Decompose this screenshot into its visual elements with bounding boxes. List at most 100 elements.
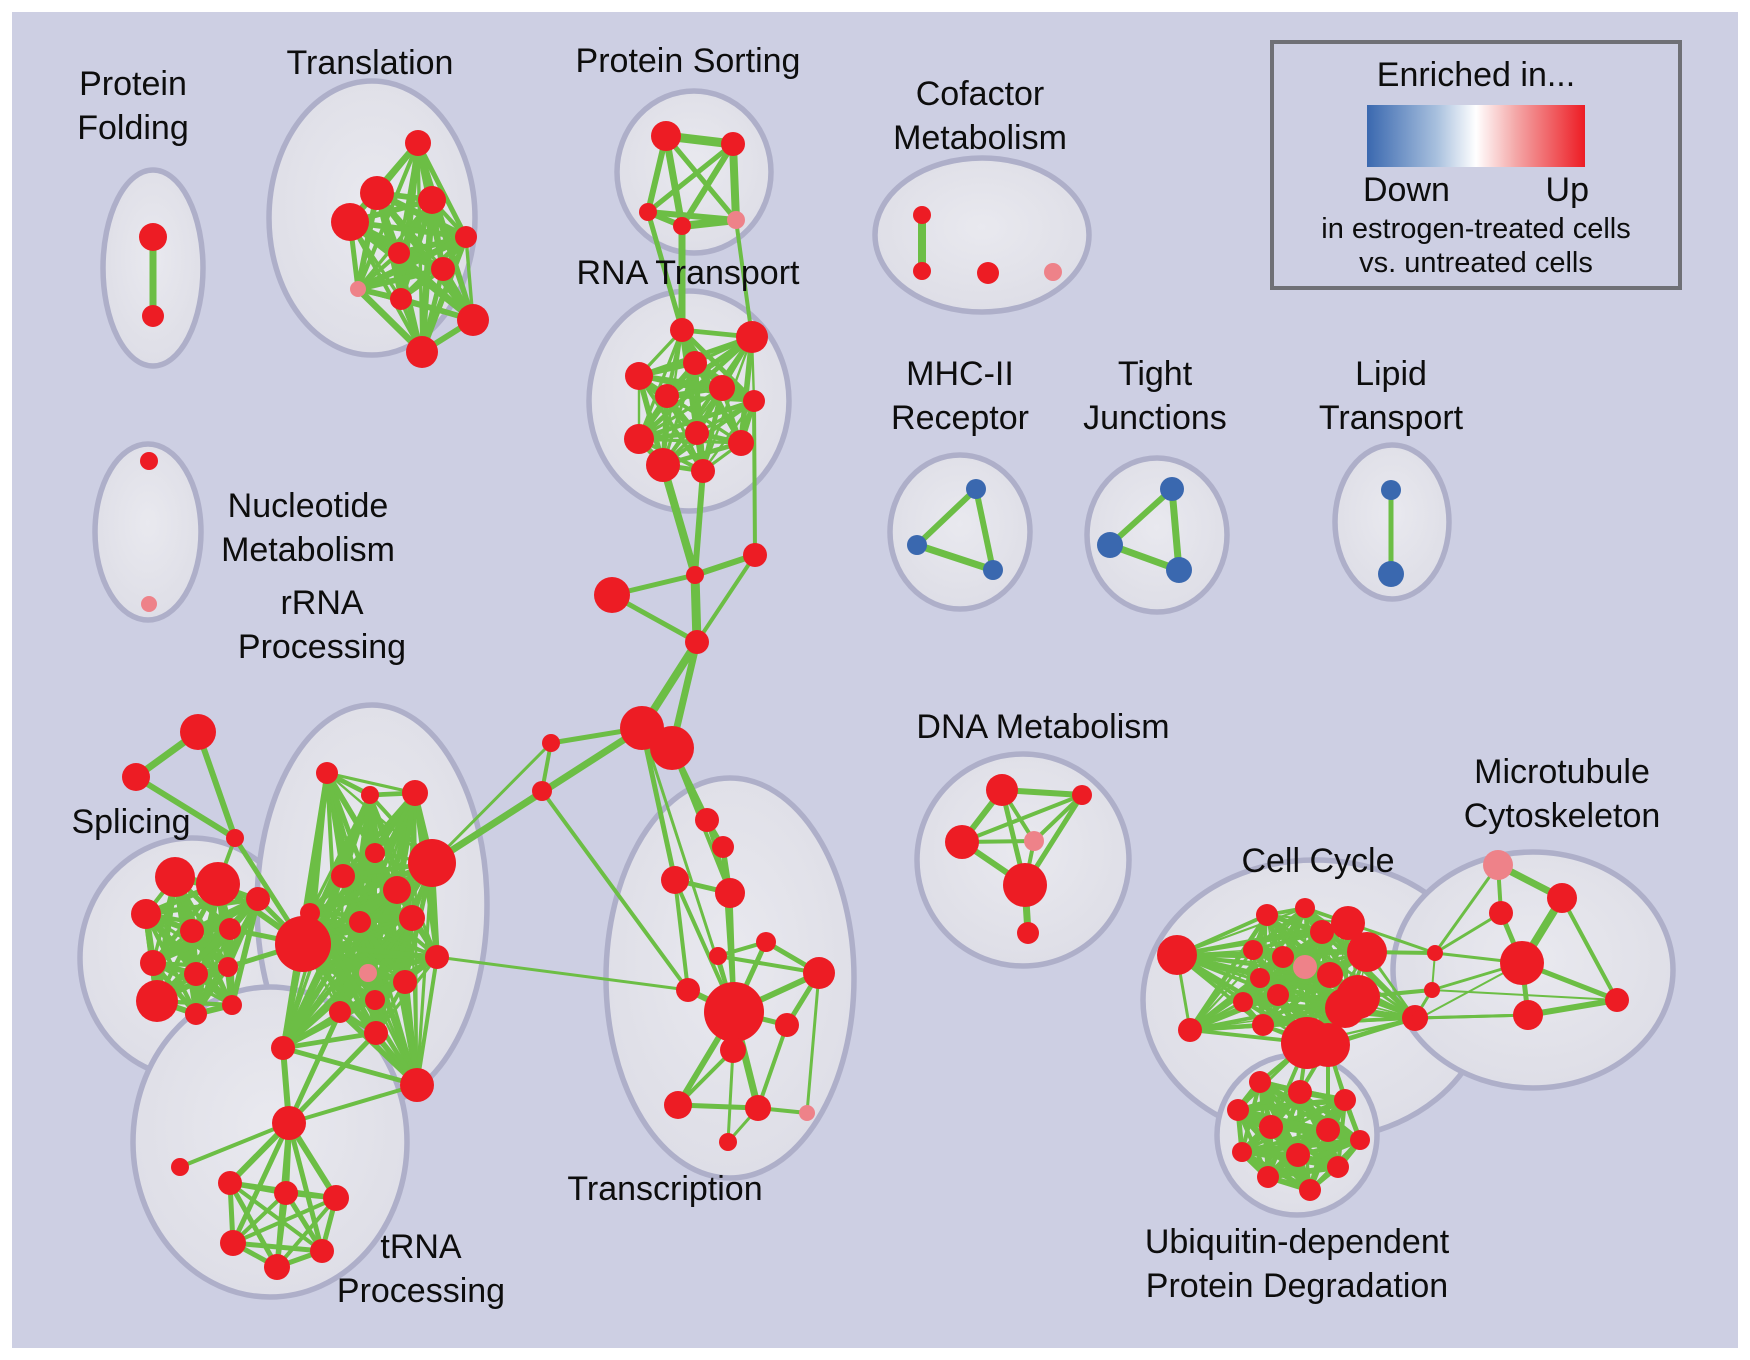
mhc-ii-receptor-node — [966, 479, 986, 499]
microtubule-cytoskeleton-edge — [1433, 863, 1500, 955]
trna-processing-label: tRNA Processing — [337, 1228, 505, 1310]
rrna-processing-node — [383, 876, 411, 904]
cell-cycle-node — [1157, 935, 1197, 975]
microtubule-cytoskeleton-label: Microtubule Cytoskeleton — [1464, 753, 1661, 835]
cell-cycle-node — [1295, 898, 1315, 918]
translation-edge — [347, 219, 425, 355]
tight-junctions-ellipse — [1084, 455, 1230, 615]
dna-metabolism-node — [945, 825, 979, 859]
rrna-processing-node — [425, 945, 449, 969]
ubiquitin-degradation-node — [1227, 1099, 1249, 1121]
nucleotide-metabolism-node — [141, 596, 157, 612]
trna-processing-edge — [286, 1120, 325, 1254]
splicing-node — [136, 980, 178, 1022]
microtubule-cytoskeleton-node — [1412, 1010, 1428, 1026]
rna-transport-node — [655, 384, 679, 408]
rrna-processing-edge — [280, 919, 363, 1051]
inter-cluster-edge — [692, 468, 706, 578]
cell-cycle-node — [1325, 988, 1365, 1028]
splicing-node — [140, 950, 166, 976]
transcription-node — [709, 947, 727, 965]
splicing-node — [184, 962, 208, 986]
legend-subtitle-line1: in estrogen-treated cells — [1321, 213, 1631, 245]
transcription-edge — [756, 1023, 789, 1110]
trna-processing-edge — [228, 1181, 324, 1253]
protein-sorting-node — [721, 132, 745, 156]
translation-edge — [355, 266, 446, 292]
protein-sorting-edge — [679, 141, 736, 229]
rna-transport-node — [683, 351, 707, 375]
splicing-edge — [143, 896, 261, 917]
rna-transport-node — [625, 362, 653, 390]
transcription-node — [695, 808, 719, 832]
splicing-label: Splicing — [71, 803, 190, 841]
transcription-node — [803, 957, 835, 989]
translation-node — [331, 203, 369, 241]
rna-transport-label: RNA Transport — [577, 254, 801, 292]
inter-cluster-edge — [430, 741, 553, 865]
rrna-processing-edge — [325, 771, 417, 795]
mhc-ii-receptor-node — [907, 535, 927, 555]
microtubule-cytoskeleton-edge — [1525, 997, 1620, 1018]
rrna-processing-edge — [308, 911, 439, 959]
rna-transport-edge — [637, 386, 724, 441]
rrna-processing-node — [399, 905, 425, 931]
rna-transport-edge — [636, 398, 757, 442]
splicing-edge — [150, 896, 261, 966]
rna-transport-node — [728, 430, 754, 456]
cell-cycle-node — [1233, 992, 1253, 1012]
rrna-processing-edge — [374, 955, 439, 1035]
cell-cycle-edge — [1320, 930, 1417, 1020]
rna-transport-edge — [701, 399, 756, 473]
splicing-outliers-node — [122, 763, 150, 791]
central-connectors-node — [650, 726, 694, 770]
tight-junctions-node — [1097, 532, 1123, 558]
rrna-processing-edge — [301, 942, 419, 1087]
translation-edge — [429, 197, 476, 323]
splicing-edge — [229, 896, 261, 1008]
protein-sorting-node — [673, 217, 691, 235]
cell-cycle-node — [1272, 946, 1294, 968]
inter-cluster-edge — [734, 218, 754, 339]
transcription-node — [715, 878, 745, 908]
inter-cluster-edge — [540, 789, 690, 992]
legend-gradient-bar — [1367, 105, 1585, 167]
inter-cluster-edge — [639, 725, 678, 883]
rrna-processing-edge — [337, 1009, 420, 1088]
trna-processing-node — [171, 1158, 189, 1176]
translation-node — [360, 176, 394, 210]
protein-sorting-node — [651, 121, 681, 151]
rna-transport-node — [709, 375, 735, 401]
cell-cycle-label: Cell Cycle — [1241, 842, 1394, 880]
translation-edge — [347, 219, 469, 240]
microtubule-cytoskeleton-node — [1513, 1000, 1543, 1030]
transcription-edge — [716, 954, 821, 975]
rrna-processing-node — [329, 1001, 351, 1023]
trna-processing-node — [218, 1171, 242, 1195]
legend-subtitle-line2: vs. untreated cells — [1359, 247, 1593, 279]
trna-processing-node — [310, 1239, 334, 1263]
legend-up-label: Up — [1545, 171, 1589, 209]
microtubule-cytoskeleton-node — [1500, 941, 1544, 985]
rrna-processing-edge — [280, 1030, 379, 1051]
trna-processing-edge — [230, 1240, 325, 1254]
rna-transport-edge — [738, 334, 755, 446]
rrna-processing-edge — [280, 1045, 420, 1088]
cell-cycle-node — [1310, 920, 1334, 944]
cofactor-metabolism-ellipse — [872, 155, 1092, 315]
ubiquitin-degradation-node — [1299, 1179, 1321, 1201]
rna-transport-edge — [665, 394, 756, 403]
transcription-edge — [805, 971, 821, 1115]
dna-metabolism-node — [1072, 785, 1092, 805]
rrna-processing-label: rRNA Processing — [238, 584, 406, 666]
protein-sorting-edge — [645, 141, 736, 215]
trna-processing-node — [264, 1254, 290, 1280]
translation-edge — [415, 140, 469, 240]
rna-transport-edge — [637, 328, 684, 441]
rrna-processing-node — [364, 1021, 388, 1045]
transcription-node — [676, 978, 700, 1002]
central-connectors-node — [685, 630, 709, 654]
microtubule-cytoskeleton-node — [1427, 945, 1443, 961]
dna-metabolism-node — [1017, 922, 1039, 944]
central-connectors-node — [532, 781, 552, 801]
